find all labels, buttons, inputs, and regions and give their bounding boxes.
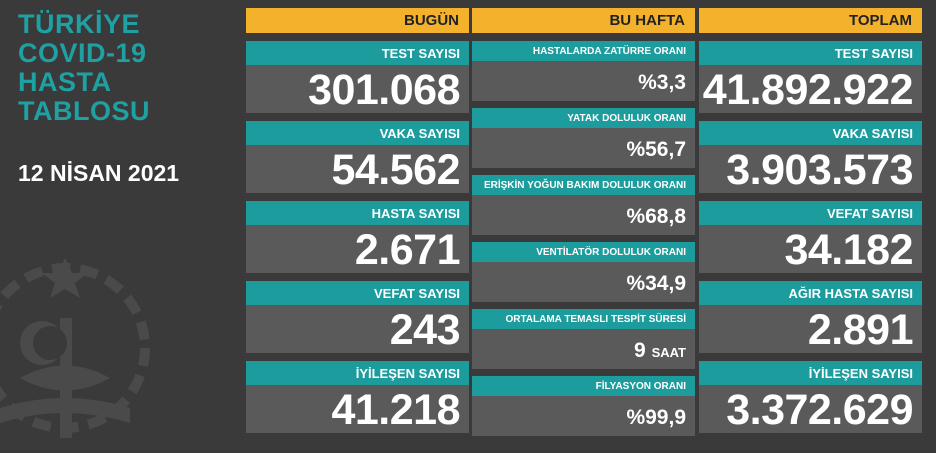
card-value: %56,7 [472, 128, 695, 168]
card-label: TEST SAYISI [246, 41, 469, 65]
toplam-header: TOPLAM [699, 8, 922, 33]
card-label: VEFAT SAYISI [699, 201, 922, 225]
title-line: TÜRKİYE [18, 9, 141, 39]
bu-hafta-header: BU HAFTA [472, 8, 695, 33]
title-line: HASTA [18, 67, 112, 97]
card-label: VAKA SAYISI [699, 121, 922, 145]
card-value: 2.671 [246, 225, 469, 274]
card-label: YATAK DOLULUK ORANI [472, 108, 695, 128]
card-label: VEFAT SAYISI [246, 281, 469, 305]
card-value: 243 [246, 305, 469, 354]
toplam-column: TOPLAM TEST SAYISI 41.892.922 VAKA SAYIS… [699, 8, 922, 434]
bugun-column: BUGÜN TEST SAYISI 301.068 VAKA SAYISI 54… [246, 8, 469, 434]
card-label: HASTA SAYISI [246, 201, 469, 225]
card-value: %68,8 [472, 195, 695, 235]
page-title: TÜRKİYE COVID-19 HASTA TABLOSU [18, 10, 150, 126]
card-value: 34.182 [699, 225, 922, 274]
card-value: 9 SAAT [472, 329, 695, 369]
card-label: HASTALARDA ZATÜRRE ORANI [472, 41, 695, 61]
bu-hafta-column: BU HAFTA HASTALARDA ZATÜRRE ORANI %3,3 Y… [472, 8, 695, 436]
bugun-vefat-card: VEFAT SAYISI 243 [246, 281, 469, 354]
card-label: VENTİLATÖR DOLULUK ORANI [472, 242, 695, 262]
toplam-vefat-card: VEFAT SAYISI 34.182 [699, 201, 922, 274]
card-value: %34,9 [472, 262, 695, 302]
card-label: TEST SAYISI [699, 41, 922, 65]
card-value: 3.372.629 [699, 385, 922, 434]
card-value: 41.892.922 [699, 65, 922, 114]
toplam-vaka-card: VAKA SAYISI 3.903.573 [699, 121, 922, 194]
temasli-card: ORTALAMA TEMASLI TESPİT SÜRESİ 9 SAAT [472, 309, 695, 369]
card-label: İYİLEŞEN SAYISI [699, 361, 922, 385]
report-date: 12 NİSAN 2021 [18, 160, 180, 186]
bugun-hasta-card: HASTA SAYISI 2.671 [246, 201, 469, 274]
filyasyon-card: FİLYASYON ORANI %99,9 [472, 376, 695, 436]
card-value: 301.068 [246, 65, 469, 114]
bugun-test-card: TEST SAYISI 301.068 [246, 41, 469, 114]
card-label: VAKA SAYISI [246, 121, 469, 145]
card-value: 41.218 [246, 385, 469, 434]
toplam-iyilesen-card: İYİLEŞEN SAYISI 3.372.629 [699, 361, 922, 434]
title-line: COVID-19 [18, 38, 147, 68]
bugun-iyilesen-card: İYİLEŞEN SAYISI 41.218 [246, 361, 469, 434]
card-label: ORTALAMA TEMASLI TESPİT SÜRESİ [472, 309, 695, 329]
value-unit: SAAT [651, 345, 686, 360]
yogun-bakim-card: ERİŞKİN YOĞUN BAKIM DOLULUK ORANI %68,8 [472, 175, 695, 235]
zaturre-card: HASTALARDA ZATÜRRE ORANI %3,3 [472, 41, 695, 101]
ventilator-card: VENTİLATÖR DOLULUK ORANI %34,9 [472, 242, 695, 302]
yatak-card: YATAK DOLULUK ORANI %56,7 [472, 108, 695, 168]
card-value: 54.562 [246, 145, 469, 194]
card-value: %3,3 [472, 61, 695, 101]
title-line: TABLOSU [18, 96, 150, 126]
ministry-emblem-icon [0, 258, 150, 438]
card-value: 3.903.573 [699, 145, 922, 194]
toplam-agir-hasta-card: AĞIR HASTA SAYISI 2.891 [699, 281, 922, 354]
bugun-vaka-card: VAKA SAYISI 54.562 [246, 121, 469, 194]
card-value: 2.891 [699, 305, 922, 354]
toplam-test-card: TEST SAYISI 41.892.922 [699, 41, 922, 114]
card-value: %99,9 [472, 396, 695, 436]
card-label: FİLYASYON ORANI [472, 376, 695, 396]
card-label: AĞIR HASTA SAYISI [699, 281, 922, 305]
card-label: ERİŞKİN YOĞUN BAKIM DOLULUK ORANI [472, 175, 695, 195]
card-label: İYİLEŞEN SAYISI [246, 361, 469, 385]
bugun-header: BUGÜN [246, 8, 469, 33]
value-number: 9 [634, 339, 646, 362]
